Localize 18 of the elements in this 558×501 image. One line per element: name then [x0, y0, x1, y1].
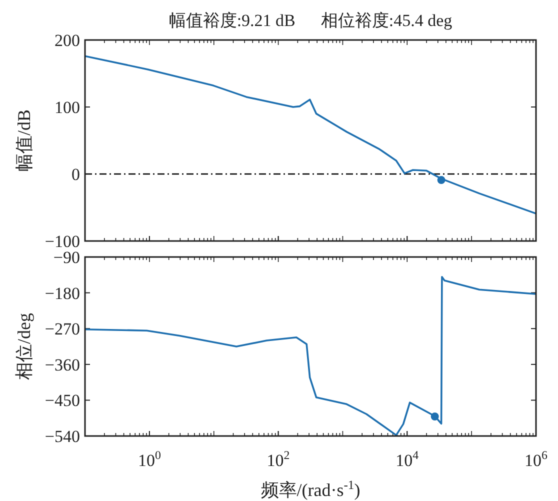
- y-tick-label: 100: [54, 98, 80, 117]
- y-tick-label: −180: [44, 284, 80, 303]
- y-axis-title: 相位/deg: [14, 313, 34, 380]
- x-tick-label: 10$^{0}$: [138, 448, 161, 470]
- y-axis-title: 幅值/dB: [14, 109, 34, 172]
- y-tick-label: −90: [53, 248, 80, 267]
- y-tick-label: 0: [72, 165, 80, 184]
- y-tick-label: −360: [44, 355, 80, 374]
- y-tick-label: 200: [54, 31, 80, 50]
- y-tick-label: −450: [44, 391, 80, 410]
- y-tick-label: −540: [44, 427, 80, 446]
- y-tick-label: −100: [44, 232, 80, 251]
- chart-title: 幅值裕度:9.21 dB 相位裕度:45.4 deg: [168, 11, 453, 30]
- x-tick-label: 10$^{4}$: [396, 448, 419, 470]
- x-tick-label: 10$^{2}$: [266, 448, 290, 470]
- x-axis-title: 频率/(rad·s$^{-1}$): [260, 478, 360, 500]
- y-tick-label: −270: [44, 320, 80, 339]
- x-tick-label: 10$^{6}$: [524, 448, 548, 470]
